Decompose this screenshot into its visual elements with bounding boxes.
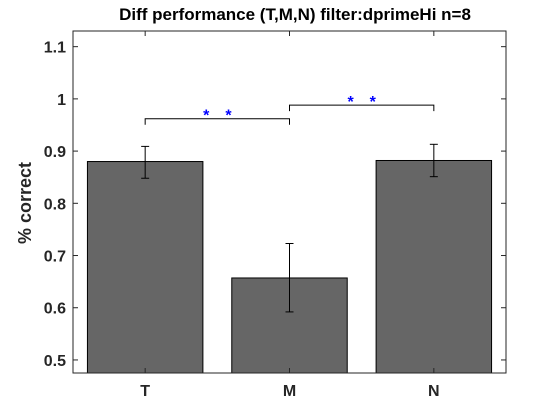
y-tick-label: 0.8	[44, 196, 66, 213]
bracket-line	[144, 118, 290, 125]
bar-n	[375, 159, 493, 374]
significance-bracket-m-n: * *	[289, 94, 435, 112]
y-tick-label: 1	[57, 92, 66, 109]
significance-stars: * *	[347, 94, 376, 111]
bracket-line	[289, 104, 435, 112]
bar-t	[86, 161, 204, 374]
significance-stars: * *	[203, 108, 232, 125]
x-tick-label-m: M	[283, 383, 296, 400]
significance-bracket-t-m: * *	[144, 108, 290, 125]
chart-title: Diff performance (T,M,N) filter:dprimeHi…	[119, 5, 471, 24]
error-bar-n	[429, 143, 438, 178]
plot-area: 0.5 0.6 0.7 0.8 0.9 1 1.1 T M N * * * *	[44, 30, 507, 400]
y-tick-label: 0.9	[44, 144, 66, 161]
y-tick-label: 0.7	[44, 249, 66, 266]
y-axis-label: % correct	[15, 162, 35, 244]
y-tick-label: 0.6	[44, 301, 66, 318]
y-tick-label: 1.1	[44, 40, 66, 57]
x-tick-label-n: N	[428, 383, 440, 400]
x-tick-label-t: T	[140, 383, 150, 400]
error-bar-m	[285, 243, 294, 313]
error-bar-t	[141, 145, 150, 179]
y-tick-label: 0.5	[44, 353, 66, 370]
